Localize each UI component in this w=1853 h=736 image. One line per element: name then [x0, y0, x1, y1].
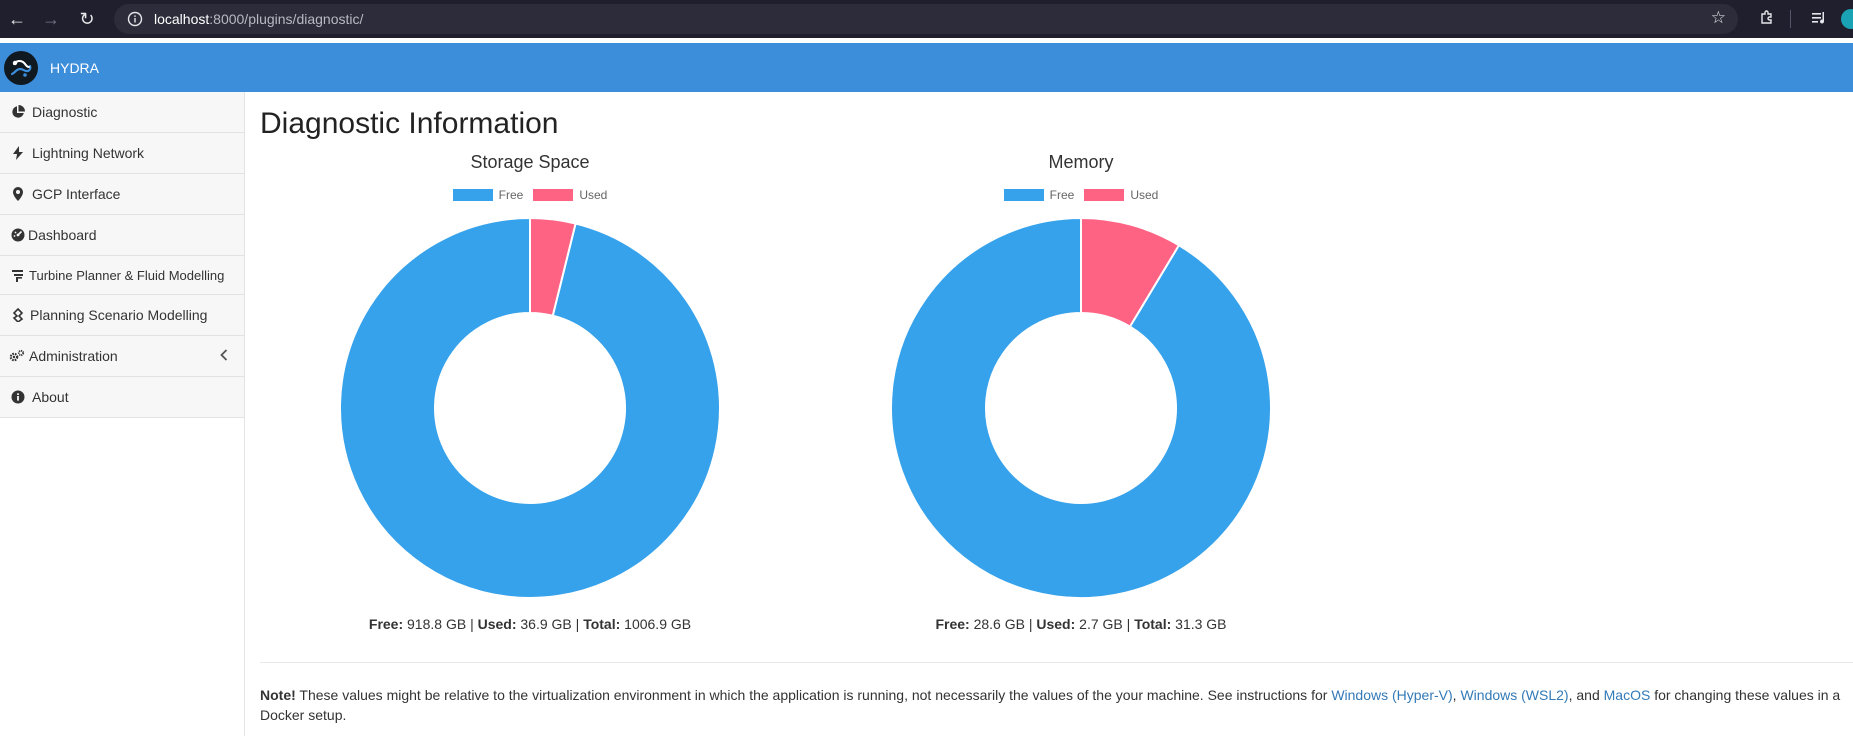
- sidebar-item-gcp-interface[interactable]: GCP Interface: [0, 174, 244, 215]
- legend-item-used[interactable]: Used: [533, 188, 607, 202]
- url-host: localhost: [154, 11, 210, 27]
- sidebar-item-lightning-network[interactable]: Lightning Network: [0, 133, 244, 174]
- page-title: Diagnostic Information: [260, 107, 559, 140]
- browser-toolbar: ← → ↻ localhost:8000/plugins/diagnostic/…: [0, 0, 1853, 38]
- legend-item-used[interactable]: Used: [1084, 188, 1158, 202]
- chevron-left-icon[interactable]: [220, 348, 228, 364]
- back-icon[interactable]: ←: [8, 8, 26, 29]
- legend-label-used: Used: [579, 188, 608, 202]
- sidebar-item-planning-scenario[interactable]: Planning Scenario Modelling: [0, 295, 244, 336]
- storage-chart-title: Storage Space: [470, 152, 590, 172]
- storage-donut: [340, 218, 720, 598]
- storage-free-value: 918.8 GB: [407, 616, 467, 632]
- sidebar-item-about[interactable]: About: [0, 377, 244, 418]
- stat-label-used: Used:: [477, 616, 517, 632]
- hydra-logo: [4, 50, 38, 85]
- memory-chart-title: Memory: [1048, 152, 1114, 172]
- sidebar: Diagnostic Lightning Network GCP Interfa…: [0, 92, 245, 736]
- note-sep: ,: [1452, 687, 1461, 703]
- forward-icon[interactable]: →: [42, 8, 60, 29]
- sidebar-item-label: Lightning Network: [32, 145, 145, 161]
- sidebar-item-label: Diagnostic: [32, 104, 98, 120]
- sidebar-item-label: Dashboard: [28, 227, 97, 243]
- slice-free[interactable]: [340, 218, 720, 598]
- sidebar-item-label: GCP Interface: [32, 186, 121, 202]
- sidebar-item-label: Administration: [29, 348, 118, 364]
- storage-chart: Storage Space Free Used Free: 918.8 GB |…: [320, 150, 740, 632]
- scenario-icon: [10, 307, 26, 323]
- slice-free[interactable]: [891, 218, 1271, 598]
- url-path: :8000/plugins/diagnostic/: [209, 11, 364, 27]
- stat-label-total: Total:: [583, 616, 621, 632]
- dashboard-icon: [10, 227, 26, 243]
- memory-donut: [891, 218, 1271, 598]
- legend-swatch-used: [1084, 189, 1125, 201]
- bolt-icon: [10, 145, 26, 161]
- storage-stats: Free: 918.8 GB | Used: 36.9 GB | Total: …: [320, 616, 740, 632]
- stat-separator: |: [470, 616, 474, 632]
- sidebar-item-diagnostic[interactable]: Diagnostic: [0, 92, 244, 133]
- map-marker-icon: [10, 186, 26, 202]
- stat-label-free: Free:: [368, 616, 404, 632]
- address-bar[interactable]: localhost:8000/plugins/diagnostic/ ☆: [114, 4, 1738, 34]
- legend-swatch-free: [452, 189, 493, 201]
- stat-separator: |: [1126, 616, 1131, 632]
- stat-label-free: Free:: [935, 616, 970, 632]
- sidebar-item-turbine-planner[interactable]: Turbine Planner & Fluid Modelling: [0, 256, 244, 295]
- legend-label-free: Free: [1049, 188, 1075, 202]
- storage-total-value: 1006.9 GB: [624, 616, 692, 632]
- sidebar-item-label: About: [32, 389, 69, 405]
- storage-legend: Free Used: [320, 188, 740, 202]
- app-brand[interactable]: HYDRA: [50, 59, 100, 76]
- virtualization-note: Note! These values might be relative to …: [260, 685, 1853, 725]
- media-control-icon[interactable]: [1810, 9, 1828, 32]
- toolbar-divider: [1790, 10, 1791, 28]
- legend-label-free: Free: [498, 188, 524, 202]
- reload-icon[interactable]: ↻: [79, 8, 95, 29]
- app-header: HYDRA: [0, 43, 1853, 92]
- memory-stats: Free: 28.6 GB | Used: 2.7 GB | Total: 31…: [871, 616, 1291, 632]
- sidebar-item-administration[interactable]: Administration: [0, 336, 244, 377]
- link-windows-hyperv[interactable]: Windows (Hyper-V): [1331, 687, 1453, 703]
- sidebar-item-label: Turbine Planner & Fluid Modelling: [29, 267, 225, 283]
- sidebar-item-label: Planning Scenario Modelling: [30, 307, 208, 323]
- memory-total-value: 31.3 GB: [1175, 616, 1227, 632]
- stat-separator: |: [575, 616, 580, 632]
- legend-swatch-used: [533, 189, 574, 201]
- sidebar-item-dashboard[interactable]: Dashboard: [0, 215, 244, 256]
- memory-legend: Free Used: [871, 188, 1291, 202]
- legend-item-free[interactable]: Free: [452, 188, 524, 202]
- pie-chart-icon: [10, 104, 26, 120]
- memory-free-value: 28.6 GB: [973, 616, 1025, 632]
- memory-chart: Memory Free Used Free: 28.6 GB | Used: 2…: [871, 150, 1291, 632]
- divider: [260, 662, 1853, 663]
- note-text: These values might be relative to the vi…: [295, 687, 1332, 703]
- gears-icon: [9, 348, 25, 364]
- link-macos[interactable]: MacOS: [1603, 687, 1651, 703]
- legend-item-free[interactable]: Free: [1003, 188, 1075, 202]
- stat-label-used: Used:: [1036, 616, 1076, 632]
- memory-used-value: 2.7 GB: [1079, 616, 1123, 632]
- note-sep: , and: [1568, 687, 1604, 703]
- storage-used-value: 36.9 GB: [520, 616, 572, 632]
- extensions-icon[interactable]: [1758, 9, 1776, 32]
- info-circle-icon: [10, 389, 26, 405]
- url-text: localhost:8000/plugins/diagnostic/: [154, 11, 363, 27]
- profile-avatar[interactable]: [1841, 9, 1853, 29]
- note-tail: for changing these values in a Docker se…: [260, 687, 1841, 723]
- link-windows-wsl2[interactable]: Windows (WSL2): [1460, 687, 1569, 703]
- stat-label-total: Total:: [1134, 616, 1172, 632]
- legend-swatch-free: [1003, 189, 1044, 201]
- note-bold: Note!: [260, 687, 296, 703]
- bookmark-star-icon[interactable]: ☆: [1710, 8, 1726, 27]
- site-info-icon[interactable]: [120, 11, 150, 27]
- legend-label-used: Used: [1130, 188, 1159, 202]
- filter-icon: [10, 267, 26, 283]
- stat-separator: |: [1028, 616, 1033, 632]
